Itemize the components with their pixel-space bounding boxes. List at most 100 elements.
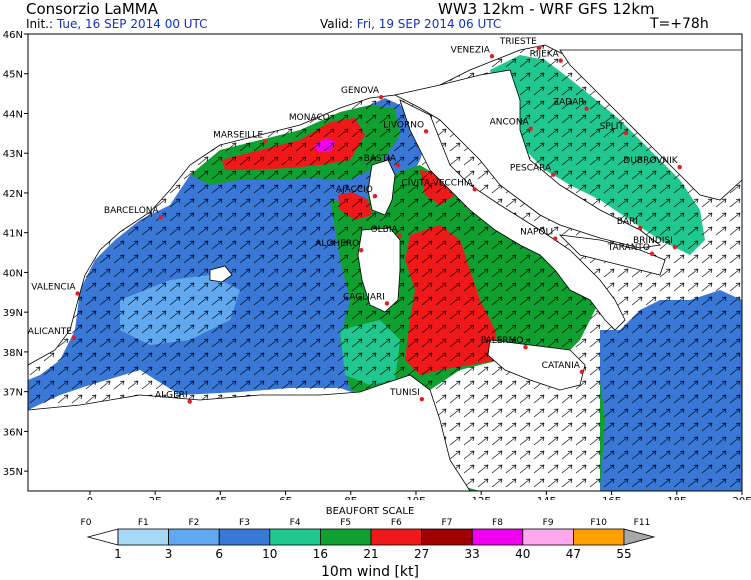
legend-box <box>269 528 321 546</box>
init-line: Init.: Tue, 16 SEP 2014 00 UTC <box>26 17 208 31</box>
legend-box <box>319 528 372 546</box>
lon-axis: 0 2E 4E 6E 8E 10E 12E 14E 16E 18E 20E <box>87 491 751 500</box>
legend-kt-label: 16 <box>313 547 328 561</box>
lat-label: 45N <box>3 70 23 81</box>
land-balkans <box>559 49 742 201</box>
legend-box <box>117 528 169 546</box>
city-marker <box>579 369 585 374</box>
lat-axis: 46N 45N 44N 43N 42N 41N 40N 39N 38N 37N 36N 35N <box>3 30 28 478</box>
city-label: ALGHERO <box>315 239 359 249</box>
city-label: RIJEKA <box>530 50 560 60</box>
city-marker <box>551 172 556 177</box>
city-marker <box>395 162 401 168</box>
lat-label: 46N <box>3 30 23 41</box>
legend-kt-label: 47 <box>566 547 581 561</box>
city-marker <box>677 164 682 170</box>
city-label: ZADAR <box>553 98 585 108</box>
city-label: ANCONA <box>490 118 530 128</box>
legend-boxes <box>86 528 656 546</box>
land-italy <box>399 99 626 331</box>
city-marker <box>158 214 163 220</box>
land-corsica <box>367 159 396 216</box>
city-label: LIVORNO <box>383 120 424 130</box>
city-marker <box>552 236 558 241</box>
legend-beaufort-label: F5 <box>340 518 351 528</box>
city-marker <box>187 399 192 404</box>
legend-kt-label: 3 <box>165 547 173 561</box>
model-title: WW3 12km - WRF GFS 12km <box>438 0 655 18</box>
org-title: Consorzio LaMMA <box>26 0 158 18</box>
city-label: OLBIA <box>371 225 399 235</box>
city-marker <box>378 94 384 100</box>
city-marker <box>584 106 589 111</box>
lon-label: 10E <box>406 496 425 500</box>
city-label: NAPOLI <box>520 228 553 238</box>
lat-label: 39N <box>3 308 23 319</box>
city-label: SPLIT <box>600 122 625 132</box>
lon-label: 4E <box>214 496 227 500</box>
legend-box <box>573 528 625 546</box>
city-label: MARSEILLE <box>213 130 263 140</box>
land-masses <box>28 34 742 491</box>
forecast-step: T=+78h <box>650 16 709 32</box>
lat-label: 42N <box>3 189 23 200</box>
lat-label: 40N <box>3 268 23 279</box>
legend-box <box>370 528 422 546</box>
init-value: Tue, 16 SEP 2014 00 UTC <box>56 17 208 31</box>
valid-value: Fri, 19 SEP 2014 06 UTC <box>356 17 502 31</box>
legend-kt-label: 27 <box>414 547 429 561</box>
city-marker <box>523 344 528 350</box>
land-italy-heel <box>558 234 666 276</box>
legend-box-f11 <box>623 528 656 546</box>
legend-kt-label: 10 <box>262 547 277 561</box>
city-label: VALENCIA <box>31 282 76 292</box>
city-label: PESCARA <box>510 164 552 174</box>
lon-label: 20E <box>732 496 751 500</box>
city-label: BARCELONA <box>104 206 160 216</box>
lon-label: 8E <box>344 496 357 500</box>
lon-label: 2E <box>149 496 162 500</box>
lat-label: 38N <box>3 348 23 359</box>
city-label: ALGERI <box>155 391 188 401</box>
legend-beaufort-label: F7 <box>441 518 452 528</box>
lat-label: 35N <box>3 467 23 478</box>
valid-line: Valid: Fri, 19 SEP 2014 06 UTC <box>320 17 501 31</box>
lon-label: 6E <box>279 496 292 500</box>
city-label: CATANIA <box>542 361 581 371</box>
city-label: TRIESTE <box>499 37 537 47</box>
city-marker <box>419 397 425 402</box>
legend-beaufort-label: F0 <box>81 518 92 528</box>
legend-kt-labels: 1 3 6 10 16 21 27 33 40 47 55 <box>114 547 631 561</box>
city-marker <box>329 121 335 127</box>
legend-kt-label: 33 <box>465 547 480 561</box>
legend-kt-label: 21 <box>363 547 378 561</box>
city-marker <box>637 225 643 231</box>
city-marker <box>71 335 77 341</box>
legend-box <box>471 528 524 546</box>
city-label: TUNISI <box>389 388 420 398</box>
city-marker <box>372 193 378 199</box>
city-marker <box>623 130 629 136</box>
lon-label: 14E <box>537 496 556 500</box>
wind-map: 46N 45N 44N 43N 42N 41N 40N 39N 38N 37N 36N 35N 0 2E… <box>3 30 751 500</box>
city-marker <box>397 233 402 239</box>
map-frame <box>27 33 743 492</box>
city-label: GENOVA <box>341 86 380 96</box>
land-mallorca <box>209 265 233 283</box>
city-marker <box>472 187 477 192</box>
city-label: CIVITA-VECCHIA <box>401 178 473 188</box>
legend-beaufort-label: F1 <box>138 518 149 528</box>
city-marker <box>423 129 429 134</box>
lon-label: 12E <box>472 496 491 500</box>
legend-beaufort-label: F6 <box>391 518 402 528</box>
legend-beaufort-label: F3 <box>239 518 250 528</box>
legend-units: 10m wind [kt] <box>321 564 419 580</box>
legend-beaufort-label: F10 <box>590 518 607 528</box>
init-label: Init.: <box>26 17 54 31</box>
lat-label: 44N <box>3 109 23 120</box>
legend-box <box>421 528 473 546</box>
legend-beaufort-label: F11 <box>634 518 651 528</box>
city-label: AJACCIO <box>336 185 373 195</box>
city-marker <box>536 45 542 51</box>
city-label: VENEZIA <box>451 45 491 55</box>
